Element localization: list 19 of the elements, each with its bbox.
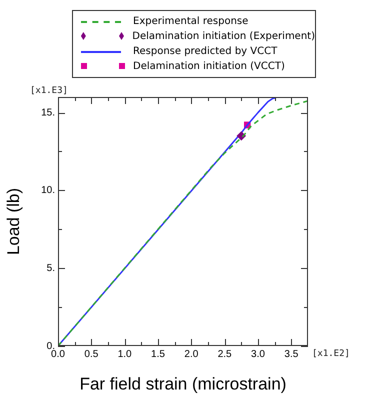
legend-label: Response predicted by VCCT [133, 46, 278, 57]
y-tick-label: 15. [41, 107, 55, 118]
x-tick-label: 1.5 [151, 348, 166, 360]
x-tick-label: 0.0 [51, 348, 66, 360]
y-axis-title: Load (lb) [4, 188, 23, 256]
x-tick-label: 1.0 [118, 348, 132, 360]
x-tick-label: 0.5 [84, 348, 99, 360]
y-tick-label: 5. [46, 262, 55, 274]
x-tick-label: 3.0 [251, 348, 266, 360]
text: [x1.E2] [312, 349, 350, 359]
x-axis-title: Far field strain (microstrain) [80, 374, 286, 394]
y-tick-label: 10. [41, 185, 55, 196]
text: [x1.E3] [30, 86, 68, 96]
x-tick-label: 2.0 [184, 348, 199, 360]
legend-label: Delamination initiation (Experiment) [132, 31, 315, 42]
x-tick-label: 3.5 [284, 348, 299, 360]
legend-label: Delamination initiation (VCCT) [133, 61, 285, 72]
x-tick-label: 2.5 [218, 348, 232, 360]
legend-label: Experimental response [133, 16, 248, 27]
